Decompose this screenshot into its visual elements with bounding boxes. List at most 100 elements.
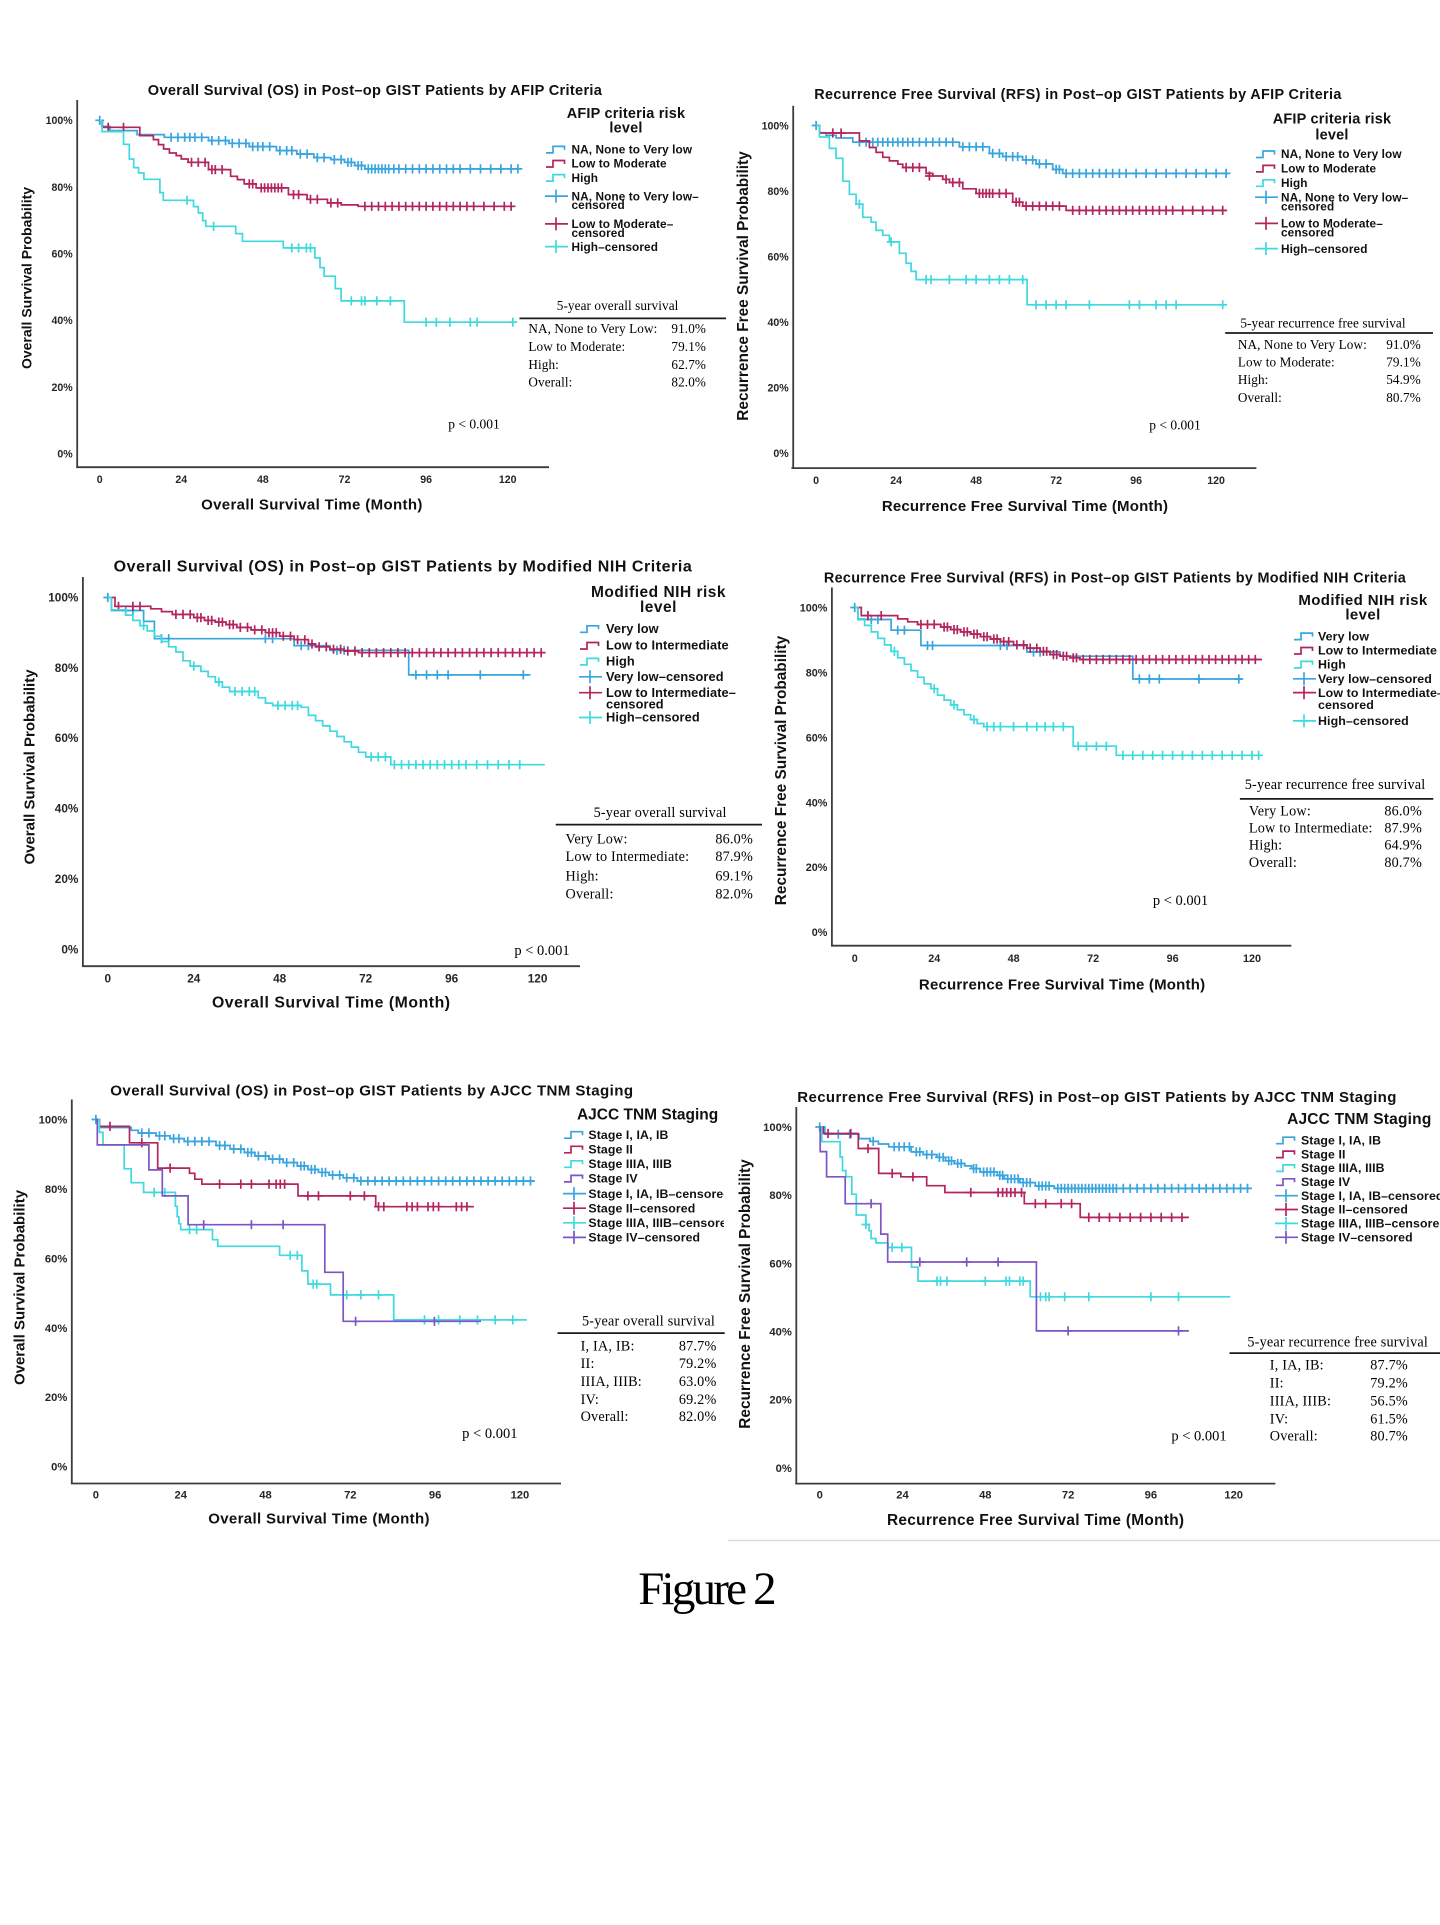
svg-text:5-year recurrence free surviva: 5-year recurrence free survival	[1247, 1334, 1428, 1350]
svg-text:Recurrence Free Survival (RFS): Recurrence Free Survival (RFS) in Post–o…	[797, 1089, 1397, 1106]
svg-text:High: High	[606, 654, 635, 669]
svg-text:5-year recurrence free surviva: 5-year recurrence free survival	[1245, 777, 1426, 793]
svg-text:Overall:: Overall:	[528, 375, 572, 390]
svg-text:87.7%: 87.7%	[679, 1338, 717, 1354]
svg-text:Stage IV–censored: Stage IV–censored	[588, 1231, 700, 1245]
svg-text:62.7%: 62.7%	[671, 357, 706, 372]
svg-text:High–censored: High–censored	[606, 710, 700, 725]
svg-text:Very Low:: Very Low:	[1249, 803, 1311, 819]
svg-text:Low to Intermediate:: Low to Intermediate:	[566, 849, 690, 865]
svg-text:5-year overall survival: 5-year overall survival	[557, 298, 679, 313]
svg-text:NA, None to Very Low:: NA, None to Very Low:	[528, 321, 657, 336]
svg-text:82.0%: 82.0%	[671, 375, 706, 390]
svg-text:Very low–censored: Very low–censored	[1318, 672, 1432, 686]
svg-text:72: 72	[359, 972, 373, 986]
svg-text:80%: 80%	[806, 667, 828, 679]
svg-text:Modified NIH risk: Modified NIH risk	[1298, 592, 1428, 609]
svg-text:20%: 20%	[769, 1395, 791, 1407]
svg-text:60%: 60%	[51, 249, 73, 261]
svg-text:NA, None to Very low: NA, None to Very low	[572, 143, 693, 157]
svg-text:Overall:: Overall:	[1249, 855, 1297, 871]
svg-text:0%: 0%	[776, 1463, 792, 1475]
svg-text:48: 48	[979, 1490, 991, 1502]
svg-text:24: 24	[928, 953, 940, 965]
svg-text:censored: censored	[1281, 226, 1334, 240]
svg-text:20%: 20%	[767, 383, 789, 395]
svg-text:72: 72	[339, 474, 351, 486]
svg-text:100%: 100%	[763, 1122, 792, 1134]
svg-text:Overall Survival Probability: Overall Survival Probability	[22, 669, 39, 865]
svg-text:80.7%: 80.7%	[1384, 855, 1422, 871]
svg-text:60%: 60%	[806, 732, 828, 744]
svg-text:96: 96	[420, 474, 432, 486]
svg-text:24: 24	[175, 474, 187, 486]
svg-text:24: 24	[174, 1490, 187, 1502]
svg-text:40%: 40%	[51, 315, 73, 327]
svg-text:Very low–censored: Very low–censored	[606, 669, 724, 684]
svg-text:Very low: Very low	[1318, 629, 1369, 643]
svg-text:Stage I, IA, IB–censored: Stage I, IA, IB–censored	[588, 1187, 731, 1201]
svg-text:Stage IIIA, IIIB–censored: Stage IIIA, IIIB–censored	[588, 1216, 734, 1230]
svg-text:I, IA, IB:: I, IA, IB:	[581, 1338, 635, 1354]
svg-text:NA, None to Very Low:: NA, None to Very Low:	[1238, 337, 1367, 352]
svg-text:79.2%: 79.2%	[1370, 1376, 1408, 1392]
svg-text:High–censored: High–censored	[1318, 714, 1409, 728]
svg-text:56.5%: 56.5%	[1370, 1393, 1408, 1409]
svg-text:5-year recurrence free surviva: 5-year recurrence free survival	[1240, 316, 1406, 331]
svg-text:Low to Moderate:: Low to Moderate:	[528, 339, 625, 354]
svg-text:96: 96	[445, 972, 459, 986]
svg-text:96: 96	[1145, 1490, 1157, 1502]
svg-text:Recurrence Free Survival (RFS): Recurrence Free Survival (RFS) in Post–o…	[814, 87, 1342, 103]
svg-text:120: 120	[511, 1490, 530, 1502]
svg-text:80.7%: 80.7%	[1370, 1429, 1408, 1445]
svg-text:Stage IIIA, IIIB: Stage IIIA, IIIB	[588, 1157, 672, 1171]
svg-text:censored: censored	[606, 697, 664, 712]
svg-text:Very low: Very low	[606, 621, 659, 636]
svg-text:Stage II–censored: Stage II–censored	[1301, 1203, 1408, 1217]
svg-text:Stage IIIA, IIIB–censored: Stage IIIA, IIIB–censored	[1301, 1217, 1440, 1231]
svg-text:79.2%: 79.2%	[679, 1356, 717, 1372]
svg-text:0: 0	[817, 1490, 823, 1502]
svg-text:censored: censored	[572, 198, 625, 212]
svg-text:Stage I, IA, IB: Stage I, IA, IB	[588, 1128, 668, 1142]
svg-text:0: 0	[105, 972, 112, 986]
svg-text:120: 120	[1224, 1490, 1243, 1502]
svg-text:48: 48	[970, 475, 982, 487]
svg-text:Low to Moderate: Low to Moderate	[1281, 162, 1377, 176]
svg-text:Recurrence Free Survival Proba: Recurrence Free Survival Probability	[735, 151, 752, 421]
svg-text:High:: High:	[528, 357, 559, 372]
svg-text:87.7%: 87.7%	[1370, 1358, 1408, 1374]
svg-text:Low to Intermediate–: Low to Intermediate–	[1318, 686, 1440, 700]
svg-text:86.0%: 86.0%	[1384, 803, 1422, 819]
svg-text:Recurrence Free Survival Time: Recurrence Free Survival Time (Month)	[887, 1512, 1184, 1529]
svg-text:I, IA, IB:: I, IA, IB:	[1270, 1358, 1324, 1374]
svg-text:60%: 60%	[769, 1258, 791, 1270]
svg-text:Stage IV: Stage IV	[1301, 1175, 1351, 1189]
svg-text:96: 96	[429, 1490, 441, 1502]
svg-text:Low to Intermediate–: Low to Intermediate–	[606, 685, 736, 700]
svg-text:87.9%: 87.9%	[715, 849, 753, 865]
svg-text:Overall Survival (OS) in Post–: Overall Survival (OS) in Post–op GIST Pa…	[114, 559, 693, 576]
svg-text:79.1%: 79.1%	[671, 339, 706, 354]
svg-text:Stage I, IA, IB: Stage I, IA, IB	[1301, 1133, 1381, 1147]
svg-text:91.0%: 91.0%	[1386, 337, 1421, 352]
svg-text:79.1%: 79.1%	[1386, 355, 1421, 370]
svg-text:High–censored: High–censored	[572, 240, 659, 254]
svg-text:Stage IV–censored: Stage IV–censored	[1301, 1231, 1413, 1245]
svg-text:AFIP criteria risk: AFIP criteria risk	[1273, 112, 1392, 128]
svg-text:82.0%: 82.0%	[715, 887, 753, 903]
svg-text:63.0%: 63.0%	[679, 1374, 717, 1390]
svg-text:69.1%: 69.1%	[715, 868, 753, 884]
svg-text:24: 24	[187, 972, 201, 986]
svg-text:64.9%: 64.9%	[1384, 838, 1422, 854]
svg-text:Recurrence Free Survival Time: Recurrence Free Survival Time (Month)	[919, 977, 1205, 994]
svg-text:Overall Survival Probability: Overall Survival Probability	[12, 1189, 29, 1385]
svg-text:40%: 40%	[806, 797, 828, 809]
svg-text:Stage II–censored: Stage II–censored	[588, 1201, 695, 1215]
svg-text:Low to Moderate:: Low to Moderate:	[1238, 355, 1335, 370]
svg-text:5-year overall survival: 5-year overall survival	[582, 1314, 715, 1330]
svg-text:0: 0	[97, 474, 103, 486]
svg-text:II:: II:	[1270, 1376, 1284, 1392]
svg-text:87.9%: 87.9%	[1384, 821, 1422, 837]
svg-text:Overall Survival Time (Month): Overall Survival Time (Month)	[208, 1511, 430, 1528]
